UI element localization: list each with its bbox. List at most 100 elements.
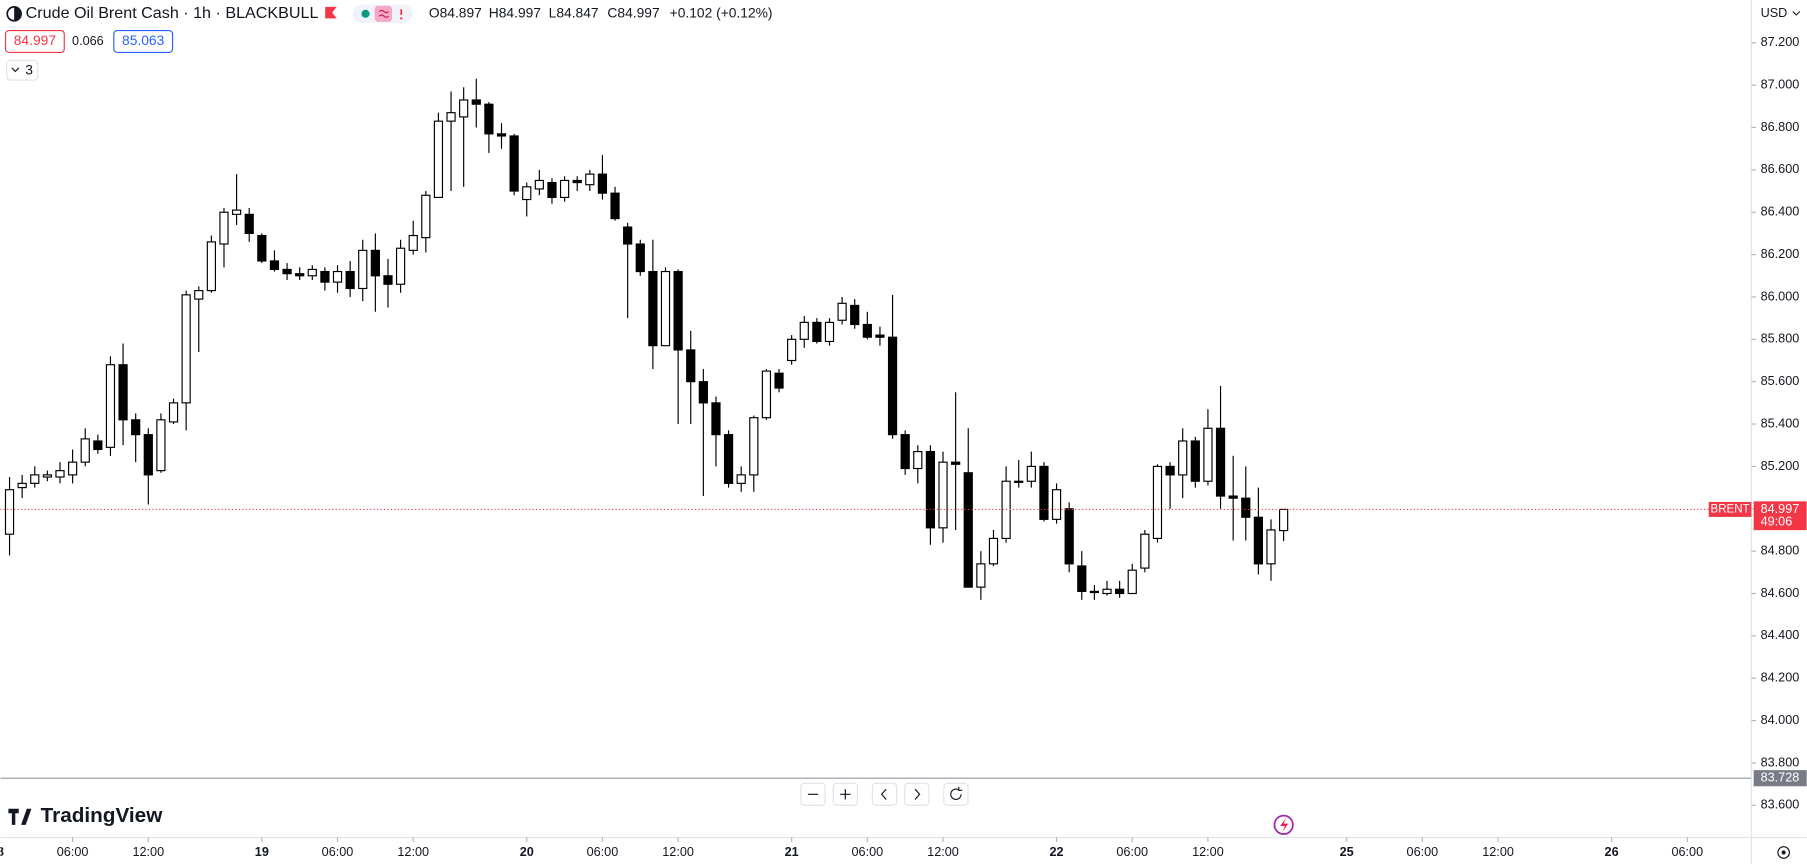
bolt-glyph	[1280, 817, 1289, 832]
x-tick-label: 06:00	[322, 845, 354, 859]
candle-body	[988, 537, 999, 565]
axes: 83.600 83.800 84.000 84.200 84.400 84.600 84.8…	[1751, 35, 1807, 812]
ohlc-open: O84.897	[429, 4, 482, 20]
x-tick-label: 20	[520, 845, 534, 859]
candle-body	[282, 268, 292, 275]
countdown: 49:06	[1761, 514, 1793, 528]
x-tick-label: 21	[785, 845, 799, 859]
candle-body	[1215, 427, 1226, 497]
bid-price[interactable]: 84.997	[14, 32, 56, 48]
candle-body	[799, 321, 809, 340]
candle-body	[118, 364, 128, 421]
candle-body	[913, 451, 923, 470]
candle-body	[1051, 489, 1062, 520]
candle-body	[1203, 427, 1213, 482]
candle-body	[774, 372, 784, 389]
candle-body	[194, 290, 204, 300]
candle-body	[1115, 588, 1125, 595]
candle-body	[1178, 440, 1188, 476]
candle-body	[1190, 440, 1200, 482]
candle-body	[648, 270, 658, 347]
y-tick-label: 84.400	[1761, 628, 1800, 642]
indicators-toggle[interactable]	[6, 59, 39, 81]
buy-button[interactable]	[113, 29, 174, 53]
candle-body	[93, 440, 103, 451]
candle-body	[433, 120, 444, 198]
sell-button[interactable]	[4, 29, 65, 53]
flag-icon[interactable]	[325, 6, 337, 19]
x-tick-label: 12:00	[927, 845, 959, 859]
candle-body	[42, 474, 52, 478]
x-tick-label: 12:00	[662, 845, 694, 859]
plot-area	[0, 78, 1752, 779]
candle-body	[711, 402, 721, 436]
scroll-left[interactable]	[871, 782, 898, 806]
x-tick-label: 12:00	[1482, 845, 1514, 859]
candle-body	[1039, 465, 1049, 520]
candle-body	[862, 323, 872, 338]
candle-body	[585, 173, 595, 186]
candle-body	[295, 273, 305, 277]
last-price-label: 84.997	[1761, 502, 1800, 516]
x-tick-label: 12:00	[132, 845, 164, 859]
candle-body	[1228, 495, 1238, 499]
candle-body	[4, 489, 15, 535]
right-glyph	[914, 788, 921, 800]
candle-body	[496, 133, 507, 137]
brand-name[interactable]: TradingView	[41, 804, 164, 827]
candle-body	[1140, 533, 1150, 569]
currency[interactable]: USD	[1761, 6, 1788, 20]
warning-dot	[400, 17, 403, 20]
candle-body	[660, 270, 671, 347]
ask-price[interactable]: 85.063	[122, 32, 165, 48]
symbol-label: BRENT	[1711, 503, 1750, 515]
candle-body	[635, 243, 645, 273]
left-glyph	[880, 788, 887, 800]
reset-view[interactable]	[943, 782, 969, 806]
candle-body	[1279, 508, 1289, 532]
event-icon[interactable]	[1273, 814, 1294, 835]
candle-body	[395, 247, 406, 285]
scroll-right[interactable]	[904, 782, 930, 806]
candle-body	[320, 270, 330, 283]
candle-body	[421, 194, 431, 239]
settings-icon[interactable]	[1777, 846, 1790, 859]
candle-body	[951, 461, 961, 465]
candle-body	[206, 241, 216, 292]
candle-body	[181, 294, 191, 404]
candle-body	[547, 182, 557, 198]
crosshair-label-bg	[1753, 770, 1807, 787]
reset-glyph	[950, 786, 963, 800]
candle-body	[887, 336, 898, 436]
status-dot	[361, 9, 370, 18]
candle-body	[1152, 465, 1163, 540]
candle-body	[761, 370, 772, 419]
symbol-title[interactable]: Crude Oil Brent Cash · 1h · BLACKBULL	[26, 4, 319, 22]
candle-body	[1165, 465, 1175, 476]
candle-body	[55, 470, 65, 478]
y-tick-label: 85.400	[1761, 416, 1800, 430]
x-tick-label: 06:00	[1407, 845, 1439, 859]
candle-body	[446, 112, 456, 122]
candle-body	[345, 270, 355, 290]
x-tick-label: 19	[255, 845, 269, 859]
wave-glyph	[378, 9, 389, 18]
candle-body	[471, 99, 481, 105]
candle-body	[900, 434, 910, 470]
candle-body	[963, 472, 973, 588]
y-tick-label: 87.000	[1761, 77, 1800, 91]
y-tick-label: 87.200	[1761, 35, 1800, 49]
candle-body	[1241, 497, 1251, 518]
candle-body	[723, 434, 734, 484]
candle-body	[383, 275, 393, 285]
candle-body	[623, 226, 633, 245]
x-tick-label: 12:00	[1192, 845, 1224, 859]
candle-body	[1064, 508, 1074, 565]
settings-dot	[1781, 850, 1786, 855]
candle-body	[105, 364, 116, 448]
candle-body	[370, 249, 380, 277]
candle-body	[509, 135, 519, 192]
candle-body	[1266, 529, 1276, 565]
indicators-count[interactable]: 3	[25, 62, 33, 78]
